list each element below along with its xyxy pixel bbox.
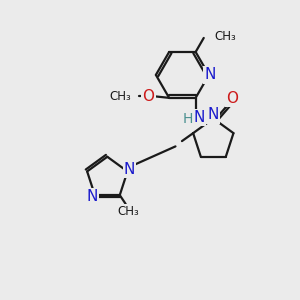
Text: H: H bbox=[182, 112, 193, 126]
Text: O: O bbox=[226, 91, 238, 106]
Text: CH₃: CH₃ bbox=[214, 30, 236, 43]
Text: CH₃: CH₃ bbox=[118, 205, 140, 218]
Text: N: N bbox=[87, 189, 98, 204]
Text: N: N bbox=[208, 107, 219, 122]
Text: N: N bbox=[205, 68, 216, 82]
Text: N: N bbox=[124, 162, 135, 177]
Text: N: N bbox=[194, 110, 205, 125]
Text: CH₃: CH₃ bbox=[109, 90, 131, 103]
Text: O: O bbox=[142, 89, 154, 104]
